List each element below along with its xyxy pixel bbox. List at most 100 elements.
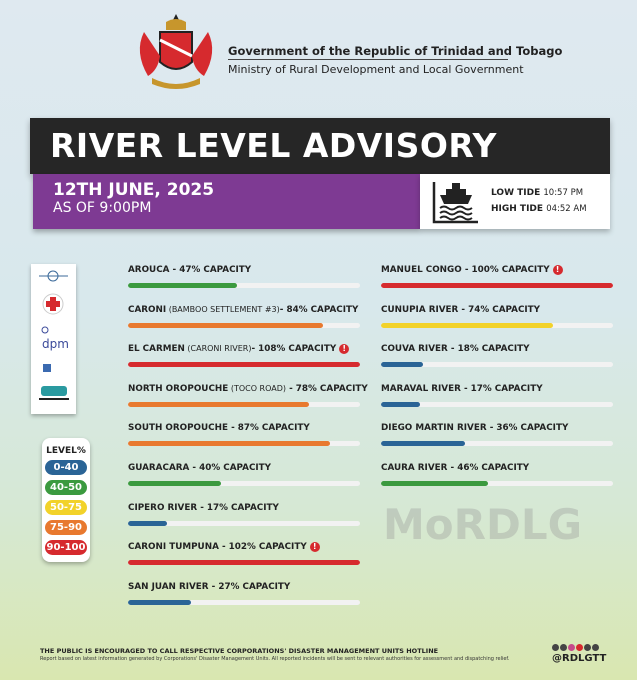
legend-range-0-40: 0-40 <box>45 460 87 475</box>
government-title: Government of the Republic of Trinidad a… <box>228 44 563 58</box>
capacity-bar-fill <box>381 441 465 447</box>
capacity-bar-fill <box>128 481 221 486</box>
river-capacity: - 108% CAPACITY <box>251 344 337 355</box>
river-name: EL CARMEN <box>128 344 185 355</box>
legend-range-50-75: 50-75 <box>45 500 87 515</box>
river-item: CUNUPIA RIVER - 74% CAPACITY <box>381 305 613 328</box>
river-item: NORTH OROPOUCHE (TOCO ROAD) - 78% CAPACI… <box>128 383 368 407</box>
hotline-notice: THE PUBLIC IS ENCOURAGED TO CALL RESPECT… <box>40 647 439 655</box>
instagram-icon <box>568 644 575 651</box>
river-item: AROUCA - 47% CAPACITY <box>128 265 360 288</box>
advisory-date: 12TH JUNE, 2025 <box>53 180 215 200</box>
river-name: CAURA RIVER <box>381 463 448 473</box>
date-box: 12TH JUNE, 2025 AS OF 9:00PM <box>33 174 420 229</box>
capacity-bar-fill <box>128 401 309 407</box>
river-label: MARAVAL RIVER - 17% CAPACITY <box>381 384 613 396</box>
river-capacity: - 40% CAPACITY <box>189 463 272 473</box>
low-tide-label: LOW TIDE <box>491 188 541 198</box>
river-item: SOUTH OROPOUCHE - 87% CAPACITY <box>128 423 360 447</box>
low-tide-time: 10:57 PM <box>543 188 584 198</box>
river-label: CUNUPIA RIVER - 74% CAPACITY <box>381 305 613 317</box>
wasa-logo <box>39 270 68 282</box>
river-name: CUNUPIA RIVER <box>381 304 459 315</box>
river-label: CARONI (BAMBOO SETTLEMENT #3)- 84% CAPAC… <box>128 305 360 317</box>
ministry-title: Ministry of Rural Development and Local … <box>228 63 524 76</box>
facebook-icon <box>552 644 559 651</box>
high-tide-label: HIGH TIDE <box>491 204 544 214</box>
capacity-bar-track <box>381 441 613 447</box>
river-item: DIEGO MARTIN RIVER - 36% CAPACITY <box>381 423 613 447</box>
partner-logos: dpm <box>31 264 76 414</box>
svg-text:dpm: dpm <box>42 337 69 351</box>
river-item: GUARACARA - 40% CAPACITY <box>128 463 360 486</box>
capacity-bar-fill <box>128 520 168 526</box>
river-item: COUVA RIVER - 18% CAPACITY <box>381 344 613 368</box>
warning-icon: ! <box>552 265 563 275</box>
capacity-bar-track <box>128 520 360 526</box>
river-name: GUARACARA <box>128 463 190 473</box>
capacity-bar-fill <box>128 599 191 605</box>
capacity-bar-track <box>128 401 360 407</box>
river-name: DIEGO MARTIN RIVER <box>381 423 487 434</box>
capacity-bar-fill <box>128 441 330 447</box>
river-label: AROUCA - 47% CAPACITY <box>128 265 360 277</box>
river-name: CARONI TUMPUNA <box>128 542 219 553</box>
river-label: EL CARMEN (CARONI RIVER)- 108% CAPACITY! <box>128 344 360 356</box>
river-name: SOUTH OROPOUCHE <box>128 423 229 434</box>
capacity-bar-fill <box>381 322 553 328</box>
capacity-bar-fill <box>128 362 360 368</box>
river-name: MANUEL CONGO <box>381 265 462 275</box>
river-capacity: - 46% CAPACITY <box>447 463 530 473</box>
capacity-bar-track <box>128 441 360 447</box>
capacity-bar-track <box>128 283 360 288</box>
river-name: COUVA RIVER <box>381 344 448 355</box>
threads-icon <box>592 644 599 651</box>
river-name: SAN JUAN RIVER <box>128 581 209 592</box>
watermark: MoRDLG <box>383 500 583 549</box>
legend-range-40-50: 40-50 <box>45 480 87 495</box>
capacity-bar-fill <box>128 560 360 566</box>
river-location: (TOCO ROAD) <box>228 383 287 393</box>
river-label: CARONI TUMPUNA - 102% CAPACITY! <box>128 542 360 554</box>
capacity-bar-fill <box>381 401 421 407</box>
ship-on-waves-icon <box>432 182 478 224</box>
river-item: EL CARMEN (CARONI RIVER)- 108% CAPACITY! <box>128 344 360 368</box>
legend-title: LEVEL% <box>46 446 86 456</box>
bus-logo <box>41 386 67 396</box>
red-cross-logo <box>42 293 64 315</box>
legend-range-90-100: 90-100 <box>45 540 87 555</box>
river-location: (BAMBOO SETTLEMENT #3) <box>166 304 280 314</box>
river-name: NORTH OROPOUCHE <box>128 383 229 394</box>
river-capacity: - 36% CAPACITY <box>486 423 569 434</box>
capacity-bar-track <box>381 401 613 407</box>
warning-icon: ! <box>309 542 320 553</box>
river-name: CARONI <box>128 304 167 315</box>
river-item: MARAVAL RIVER - 17% CAPACITY <box>381 384 613 407</box>
coat-of-arms-logo <box>139 14 213 89</box>
river-capacity: - 17% CAPACITY <box>197 502 279 513</box>
capacity-bar-fill <box>381 362 423 368</box>
river-item: CAURA RIVER - 46% CAPACITY <box>381 463 613 486</box>
river-label: GUARACARA - 40% CAPACITY <box>128 463 360 475</box>
river-capacity: - 18% CAPACITY <box>447 344 530 355</box>
river-name: MARAVAL RIVER <box>381 383 461 394</box>
level-legend: LEVEL% 0-40 40-50 50-75 75-90 90-100 <box>42 438 90 562</box>
capacity-bar-fill <box>128 322 323 328</box>
capacity-bar-track <box>381 481 613 486</box>
river-capacity: - 27% CAPACITY <box>208 581 291 592</box>
capacity-bar-track <box>128 481 360 486</box>
river-label: CAURA RIVER - 46% CAPACITY <box>381 463 613 475</box>
social-handle: @RDLGTT <box>552 653 607 664</box>
river-capacity: - 47% CAPACITY <box>169 265 252 275</box>
capacity-bar-track <box>128 599 360 605</box>
capacity-bar-track <box>381 322 613 328</box>
river-capacity: - 87% CAPACITY <box>228 423 310 434</box>
page-title: RIVER LEVEL ADVISORY <box>30 118 610 174</box>
header-divider <box>228 59 508 60</box>
river-label: NORTH OROPOUCHE (TOCO ROAD) - 78% CAPACI… <box>128 383 368 396</box>
river-name: CIPERO RIVER <box>128 502 198 513</box>
capacity-bar-track <box>128 560 360 566</box>
capacity-bar-track <box>381 362 613 368</box>
capacity-bar-track <box>128 322 360 328</box>
river-label: SOUTH OROPOUCHE - 87% CAPACITY <box>128 423 360 435</box>
